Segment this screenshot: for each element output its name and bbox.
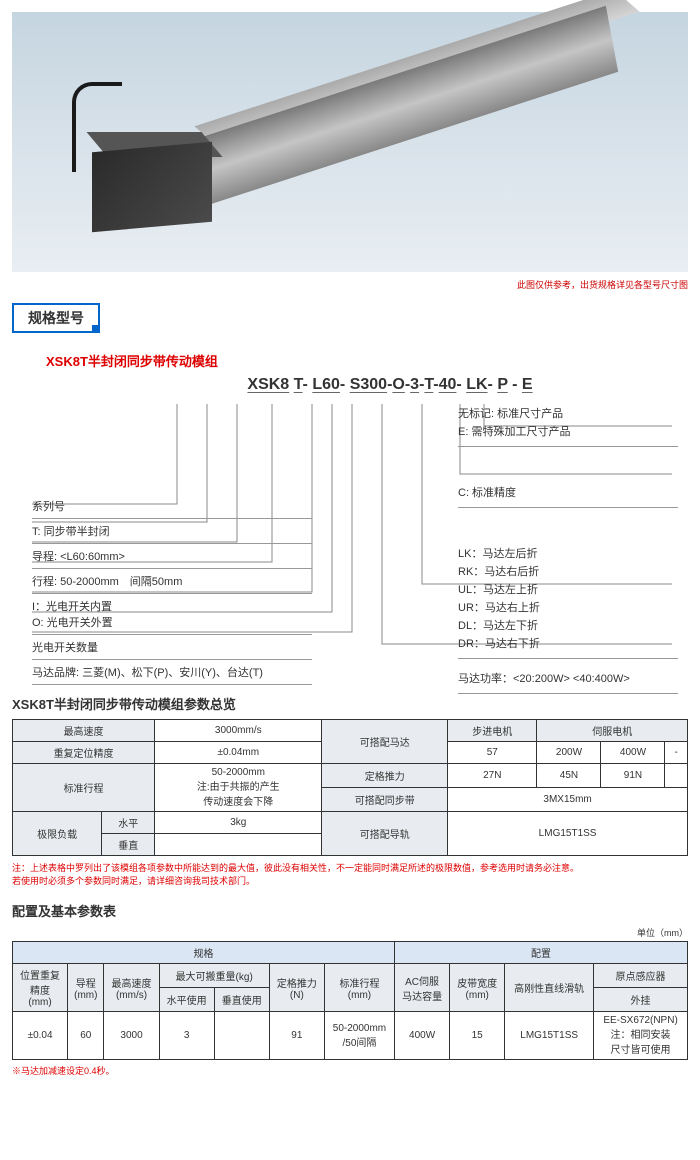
product-image — [12, 12, 688, 272]
label-lead: 导程: <L60:60mm> — [32, 544, 312, 569]
model-code: XSK8 T- L60- S300-O-3-T-40- LK- P - E — [92, 376, 688, 394]
label-lk: LK：马达左后折 RK：马达右后折 UL：马达左上折 UR：马达右上折 DL：马… — [458, 544, 678, 659]
config-title: 配置及基本参数表 — [12, 901, 688, 920]
image-caption: 此图仅供参考，出货规格详见各型号尺寸图 — [12, 278, 688, 291]
label-type: T: 同步带半封闭 — [32, 519, 312, 544]
label-switch-qty: 光电开关数量 — [32, 635, 312, 660]
params-note: 注：上述表格中罗列出了该模组各项参数中所能达到的最大值，彼此没有相关性，不一定能… — [12, 862, 688, 887]
table-row: ±0.04 60 3000 3 91 50-2000mm /50间隔 400W … — [13, 1012, 688, 1060]
label-stroke: 行程: 50-2000mm 间隔50mm — [32, 569, 312, 594]
section-tab-spec: 规格型号 — [12, 303, 100, 333]
label-e: 无标记: 标准尺寸产品 E: 需特殊加工尺寸产品 — [458, 404, 678, 447]
label-power: 马达功率：<20:200W> <40:400W> — [458, 669, 678, 694]
model-title: XSK8T半封闭同步带传动模组 — [46, 351, 688, 370]
left-labels: 系列号 T: 同步带半封闭 导程: <L60:60mm> 行程: 50-2000… — [32, 494, 312, 685]
label-series: 系列号 — [32, 494, 312, 519]
unit-label: 单位（mm） — [12, 926, 688, 939]
footnote: ※马达加减速设定0.4秒。 — [12, 1064, 688, 1077]
label-c: C: 标准精度 — [458, 483, 678, 508]
label-brand: 马达品牌: 三菱(M)、松下(P)、安川(Y)、台达(T) — [32, 660, 312, 685]
params-table: 最高速度 3000mm/s 可搭配马达 步进电机 伺服电机 重复定位精度 ±0.… — [12, 719, 688, 856]
label-switch: I：光电开关内置O: 光电开关外置 — [32, 594, 312, 635]
config-table: 规格 配置 位置重复 精度 (mm) 导程 (mm) 最高速度 (mm/s) 最… — [12, 941, 688, 1060]
model-diagram: 系列号 T: 同步带半封闭 导程: <L60:60mm> 行程: 50-2000… — [12, 404, 688, 684]
right-labels: 无标记: 标准尺寸产品 E: 需特殊加工尺寸产品 C: 标准精度 LK：马达左后… — [458, 404, 678, 704]
